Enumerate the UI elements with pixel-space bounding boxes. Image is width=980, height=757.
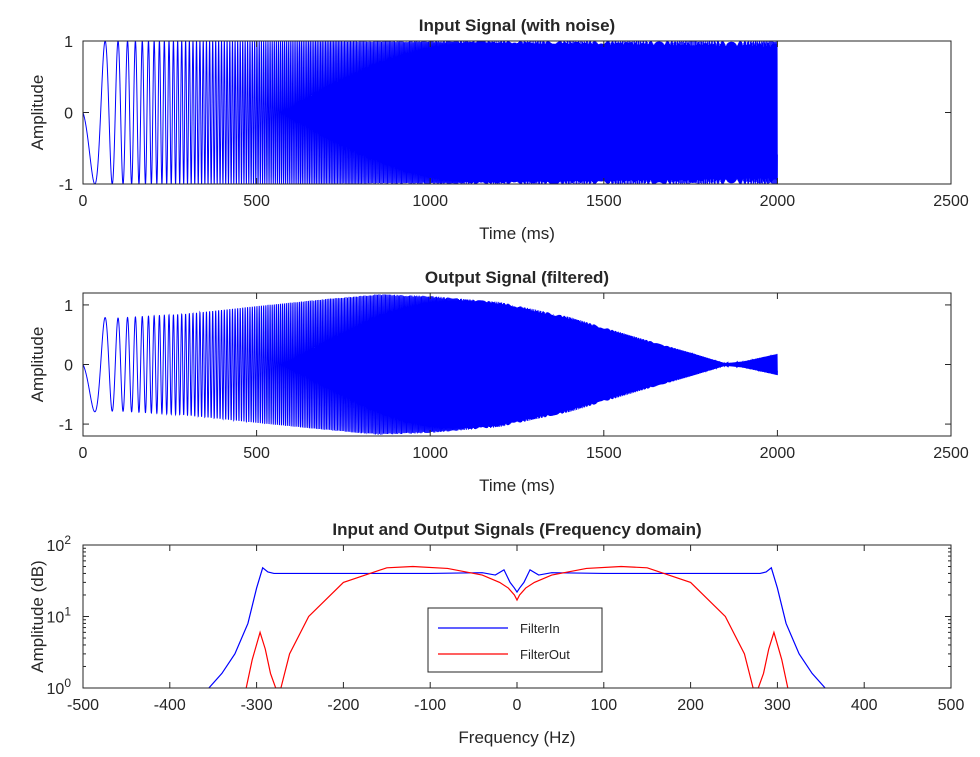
y-tick-label: -1 (59, 177, 73, 194)
x-tick-label: 2000 (760, 445, 796, 462)
x-tick-label: 1500 (586, 445, 622, 462)
y-tick-label: 1 (64, 34, 73, 51)
x-tick-label: 2500 (933, 193, 969, 210)
y-tick-label: -1 (59, 417, 73, 434)
x-tick-label: 500 (938, 697, 965, 714)
y-tick-exponent: 0 (64, 676, 71, 690)
x-tick-label: 2000 (760, 193, 796, 210)
y-axis-label: Amplitude (28, 327, 47, 403)
x-tick-label: 0 (79, 193, 88, 210)
x-tick-label: 1500 (586, 193, 622, 210)
legend-label-filterin: FilterIn (520, 621, 560, 636)
x-tick-label: -500 (67, 697, 99, 714)
y-tick-exponent: 2 (64, 533, 71, 547)
x-tick-label: 500 (243, 193, 270, 210)
y-axis-label: Amplitude (dB) (28, 560, 47, 672)
y-tick-base: 10 (47, 538, 65, 555)
x-tick-label: -400 (154, 697, 186, 714)
y-tick-base: 10 (47, 681, 65, 698)
legend: FilterIn FilterOut (427, 607, 603, 673)
y-tick-label: 100 (47, 676, 72, 698)
x-tick-label: 2500 (933, 445, 969, 462)
output-signal-plot: Output Signal (filtered) Time (ms) Amplitu… (28, 268, 969, 495)
legend-label-filterout: FilterOut (520, 647, 570, 662)
x-tick-label: 1000 (412, 445, 448, 462)
y-tick-label: 102 (47, 533, 72, 555)
y-tick-exponent: 1 (64, 605, 71, 619)
x-tick-label: 0 (79, 445, 88, 462)
y-tick-label: 1 (64, 298, 73, 315)
y-tick-base: 10 (47, 610, 65, 627)
x-tick-label: 400 (851, 697, 878, 714)
legend-box (427, 607, 603, 673)
y-tick-label: 0 (64, 106, 73, 123)
chart-title: Input and Output Signals (Frequency doma… (332, 520, 701, 539)
x-tick-label: 0 (513, 697, 522, 714)
frequency-domain-plot: Input and Output Signals (Frequency doma… (28, 520, 964, 747)
x-tick-label: 500 (243, 445, 270, 462)
x-tick-label: 300 (764, 697, 791, 714)
input-signal-plot: Input Signal (with noise) Time (ms) Amplit… (28, 16, 969, 243)
x-axis-label: Time (ms) (479, 224, 555, 243)
chart-title: Input Signal (with noise) (419, 16, 615, 35)
x-tick-label: -300 (241, 697, 273, 714)
x-axis-label: Time (ms) (479, 476, 555, 495)
y-tick-label: 0 (64, 358, 73, 375)
x-tick-label: 1000 (412, 193, 448, 210)
signal-line (83, 294, 778, 435)
y-tick-label: 101 (47, 605, 72, 627)
x-tick-label: -200 (327, 697, 359, 714)
x-tick-label: 200 (677, 697, 704, 714)
chart-title: Output Signal (filtered) (425, 268, 609, 287)
filterin-line (208, 566, 826, 688)
x-axis-label: Frequency (Hz) (458, 728, 575, 747)
x-tick-label: 100 (590, 697, 617, 714)
y-axis-label: Amplitude (28, 75, 47, 151)
x-tick-label: -100 (414, 697, 446, 714)
filterout-line (245, 565, 789, 688)
